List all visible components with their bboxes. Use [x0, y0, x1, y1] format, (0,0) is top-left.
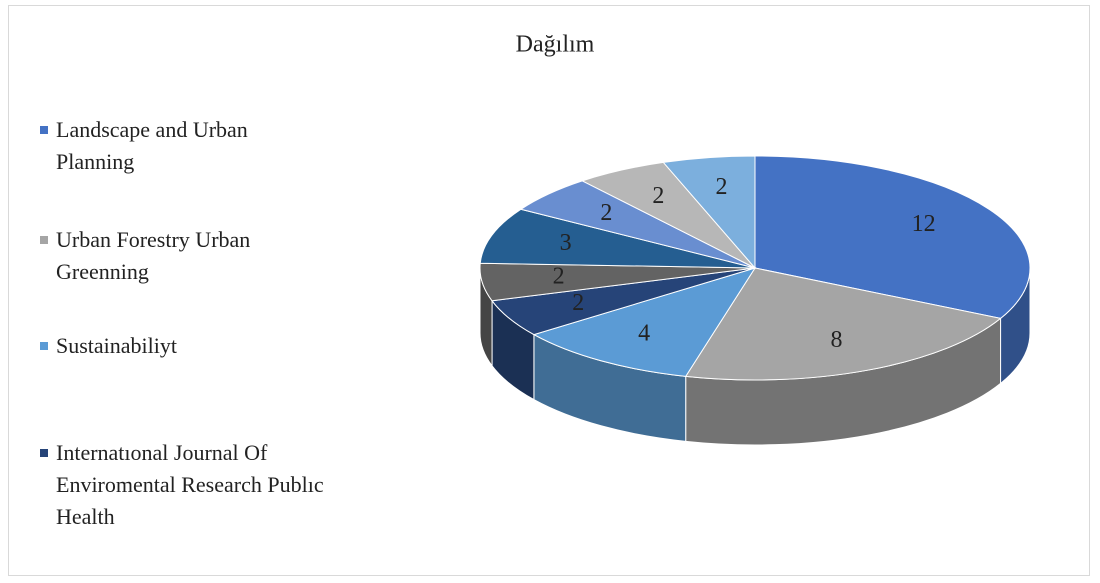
data-label: 8	[831, 327, 843, 353]
legend-entry: Internatıonal Journal Of Enviromental Re…	[40, 437, 330, 533]
legend-entry: Urban Forestry Urban Greenning	[40, 224, 330, 288]
legend-entry: Sustainabiliyt	[40, 330, 330, 362]
data-label: 2	[553, 264, 565, 290]
legend-marker	[40, 449, 48, 457]
slice	[684, 267, 1002, 381]
data-label: 2	[652, 183, 664, 209]
chart-title: Dağılım	[516, 32, 595, 58]
legend-label: Landscape and Urban Planning	[56, 117, 248, 174]
data-label: 2	[600, 200, 612, 226]
chart-frame	[8, 5, 1090, 576]
legend-marker	[40, 126, 48, 134]
data-label: 3	[560, 230, 572, 256]
data-label: 2	[572, 290, 584, 316]
slice	[754, 155, 1031, 319]
data-label: 12	[912, 211, 936, 237]
legend-label: Urban Forestry Urban Greenning	[56, 227, 251, 284]
slice	[479, 208, 756, 269]
slice	[662, 155, 756, 270]
legend-label: Sustainabiliyt	[56, 333, 177, 358]
data-label: 4	[638, 320, 650, 346]
legend-marker	[40, 236, 48, 244]
legend-marker	[40, 342, 48, 350]
legend-entry: Landscape and Urban Planning	[40, 114, 330, 178]
data-label: 2	[716, 174, 728, 200]
legend-label: Internatıonal Journal Of Enviromental Re…	[56, 440, 324, 529]
slice	[532, 267, 757, 377]
